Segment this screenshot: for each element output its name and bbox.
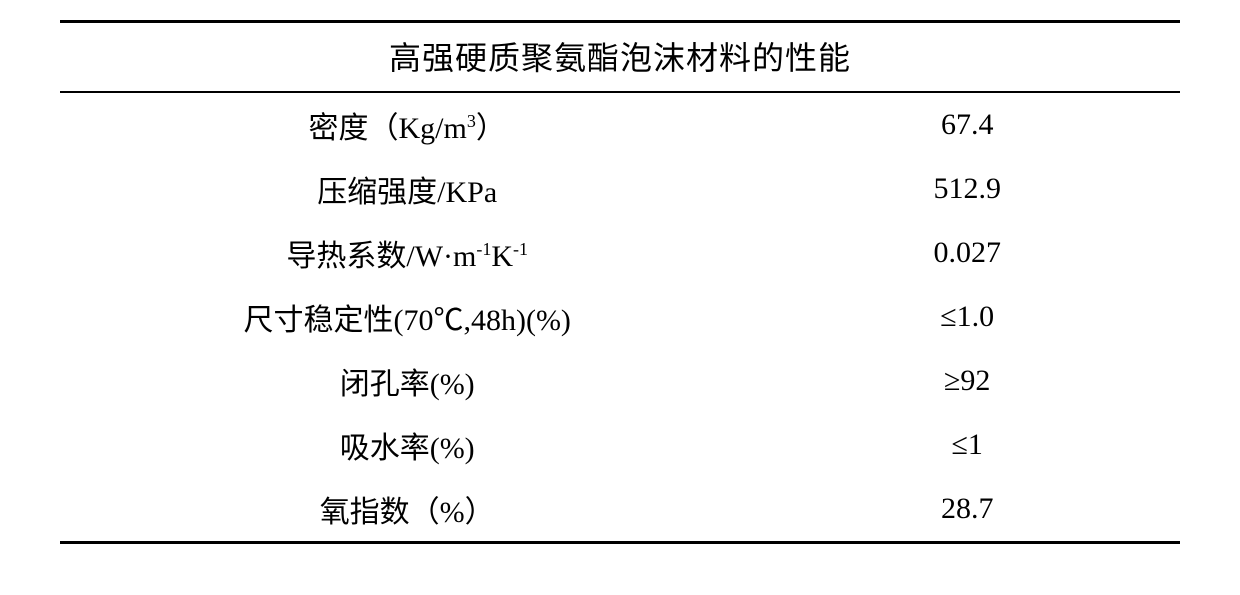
row-value: 28.7 (754, 492, 1180, 526)
row-label: 氧指数（%） (60, 487, 754, 531)
row-label: 导热系数/W·m-1K-1 (60, 231, 754, 275)
row-value: ≥92 (754, 364, 1180, 398)
row-label: 尺寸稳定性(70℃,48h)(%) (60, 295, 754, 339)
row-label: 压缩强度/KPa (60, 167, 754, 211)
row-label: 闭孔率(%) (60, 359, 754, 403)
table-row: 尺寸稳定性(70℃,48h)(%) ≤1.0 (60, 285, 1180, 349)
row-value: 0.027 (754, 236, 1180, 270)
row-value: 67.4 (754, 108, 1180, 142)
table-row: 氧指数（%） 28.7 (60, 477, 1180, 541)
table-row: 压缩强度/KPa 512.9 (60, 157, 1180, 221)
row-value: 512.9 (754, 172, 1180, 206)
row-value: ≤1 (754, 428, 1180, 462)
table-row: 密度（Kg/m3） 67.4 (60, 93, 1180, 157)
row-label: 密度（Kg/m3） (60, 103, 754, 147)
table-row: 吸水率(%) ≤1 (60, 413, 1180, 477)
table-row: 闭孔率(%) ≥92 (60, 349, 1180, 413)
properties-table: 高强硬质聚氨酯泡沫材料的性能 密度（Kg/m3） 67.4 压缩强度/KPa 5… (0, 0, 1240, 554)
bottom-rule (60, 541, 1180, 544)
row-label: 吸水率(%) (60, 423, 754, 467)
row-value: ≤1.0 (754, 300, 1180, 334)
table-title: 高强硬质聚氨酯泡沫材料的性能 (60, 23, 1180, 91)
table-row: 导热系数/W·m-1K-1 0.027 (60, 221, 1180, 285)
